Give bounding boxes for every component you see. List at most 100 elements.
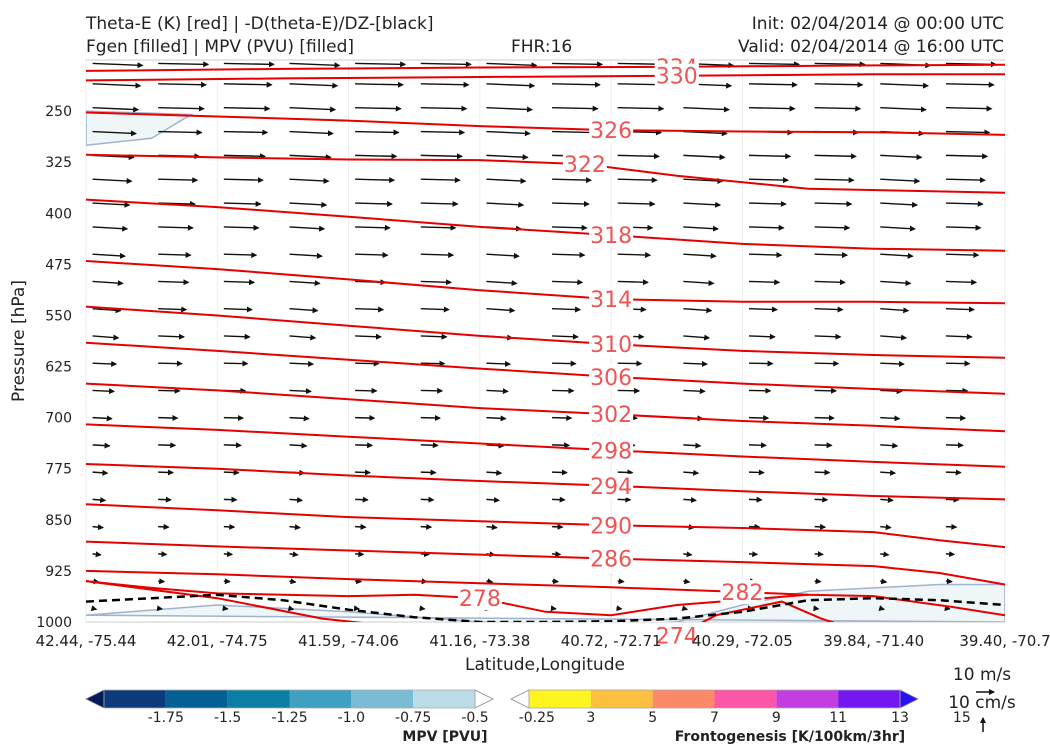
colorbar-outline [103, 689, 476, 709]
wind-vector [355, 61, 407, 68]
wind-vector [814, 177, 855, 184]
wind-vector [486, 177, 527, 184]
wind-vector [814, 105, 862, 112]
wind-vector [748, 279, 781, 286]
colorbar-tick-label: 7 [710, 710, 719, 726]
wind-vector [880, 280, 912, 287]
colorbar-tick-label: -1.25 [271, 710, 307, 726]
wind-vector [880, 307, 910, 314]
wind-vector [289, 280, 321, 287]
wind-vector [945, 153, 989, 160]
wind-vector [945, 306, 975, 313]
wind-vector [355, 578, 363, 585]
wind-vector [92, 524, 104, 531]
wind-vector [355, 469, 371, 476]
theta-e-contour [86, 580, 809, 617]
wind-vector [945, 224, 982, 231]
wind-vector [289, 334, 317, 341]
wind-vector [420, 200, 459, 207]
wind-vector [289, 225, 326, 232]
theta-e-contour [86, 153, 1005, 194]
wind-vector [420, 415, 441, 422]
wind-vector [92, 280, 124, 287]
wind-vector [617, 279, 649, 286]
colorbar-swatch [289, 690, 352, 708]
wind-vector [617, 496, 632, 503]
contour-label-bg [589, 364, 634, 389]
mpv-colorbar: -1.75 -1.5 -1.25 -1.0 -0.75 -0.5 -0.25 [85, 689, 555, 726]
theta-e-contour [86, 260, 1005, 305]
colorbar-extend-right [899, 689, 919, 709]
wind-vector [880, 388, 903, 395]
wind-vector [748, 551, 759, 558]
colorbar-tick-label: -1.0 [338, 710, 365, 726]
colorbar-tick-label: -1.5 [214, 710, 241, 726]
wind-vector [355, 523, 367, 530]
wind-vector [880, 334, 908, 341]
wind-vector [552, 129, 597, 136]
y-tick-label: 400 [45, 206, 72, 222]
theta-e-contour [86, 63, 1005, 72]
theta-e-contour-label: 326 [590, 119, 632, 144]
wind-vector [223, 333, 251, 340]
wind-vector [92, 201, 131, 208]
wind-vector [420, 81, 470, 88]
wind-vector [880, 578, 888, 585]
theta-e-contour [86, 73, 1005, 82]
wind-vector [617, 177, 658, 184]
wind-vector [486, 524, 498, 531]
wind-vector [355, 105, 402, 112]
title-left-line2: Fgen [filled] | MPV (PVU) [filled] [86, 37, 355, 57]
y-axis-label: Pressure [hPa] [9, 280, 29, 402]
wind-vector [748, 442, 767, 449]
colorbar-extend-right [474, 689, 494, 709]
wind-vector [223, 306, 253, 313]
wind-vector [158, 551, 168, 558]
vector-scale-horizontal: 10 m/s [953, 665, 1011, 685]
wind-vector [223, 200, 262, 207]
wind-vector [419, 605, 426, 612]
wind-vector [92, 82, 142, 89]
wind-vector [92, 307, 122, 314]
wind-vector [92, 551, 102, 558]
colorbar-tick-label: 15 [953, 710, 971, 726]
theta-e-contour-label: 322 [564, 153, 606, 178]
colorbar-swatch [838, 690, 900, 708]
theta-e-contour-label: 310 [590, 333, 632, 358]
theta-e-contour [86, 341, 1005, 395]
wind-vector [355, 177, 396, 184]
theta-e-contour [86, 423, 1005, 468]
contour-label-bg [589, 118, 634, 143]
y-tick-label: 625 [45, 360, 72, 376]
wind-vector [289, 360, 315, 367]
wind-vector [158, 333, 186, 340]
theta-e-contour [86, 463, 1005, 501]
wind-vector [158, 306, 188, 313]
wind-vector [683, 442, 702, 449]
wind-vector [420, 333, 448, 340]
theta-e-contour-label: 314 [590, 288, 632, 313]
wind-vector [92, 496, 107, 503]
wind-vector [223, 224, 260, 231]
wind-vector [552, 251, 586, 258]
mpv-colorbar-label: MPV [PVU] [402, 729, 487, 745]
wind-vector [748, 469, 765, 476]
wind-vector [683, 551, 693, 558]
y-tick-label: 475 [45, 257, 72, 273]
fgen-colorbar: 3 5 7 9 11 13 15 [510, 689, 971, 726]
y-tick-label: 775 [45, 462, 72, 478]
wind-vector [289, 130, 334, 137]
wind-vector [92, 177, 133, 184]
wind-vector [90, 605, 98, 612]
wind-vector [748, 177, 789, 184]
wind-vector [552, 387, 575, 394]
wind-vector [420, 523, 433, 530]
wind-vector [552, 105, 599, 112]
wind-vector [223, 81, 273, 88]
forecast-hour: FHR:16 [511, 37, 573, 57]
wind-vector [355, 200, 393, 207]
wind-vector [355, 360, 380, 367]
wind-vector [486, 154, 529, 161]
theta-e-contour-label: 302 [590, 403, 632, 428]
